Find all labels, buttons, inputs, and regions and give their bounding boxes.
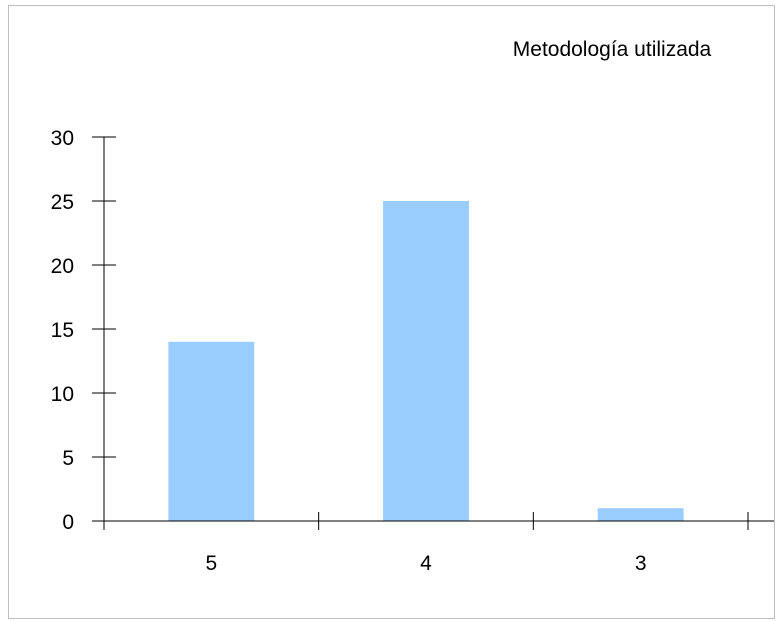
axes-layer: [92, 136, 774, 530]
y-tick-label: 30: [51, 127, 74, 150]
x-tick-label: 4: [420, 552, 432, 575]
y-tick-label: 20: [51, 255, 74, 278]
y-tick-label: 15: [51, 319, 74, 342]
bar-5: [168, 341, 255, 521]
x-tick-label: 3: [635, 552, 647, 575]
labels-layer: 0 5 10 15 20 25 30 5 4 3: [51, 127, 647, 575]
y-tick-label: 10: [51, 383, 74, 406]
bar-3: [597, 508, 684, 521]
bar-4: [383, 201, 469, 521]
chart-title: Metodología utilizada: [513, 38, 712, 61]
y-tick-label: 0: [62, 511, 74, 534]
bars-layer: [168, 201, 684, 521]
y-tick-label: 5: [62, 447, 74, 470]
x-tick-label: 5: [205, 552, 217, 575]
y-tick-label: 25: [51, 191, 74, 214]
